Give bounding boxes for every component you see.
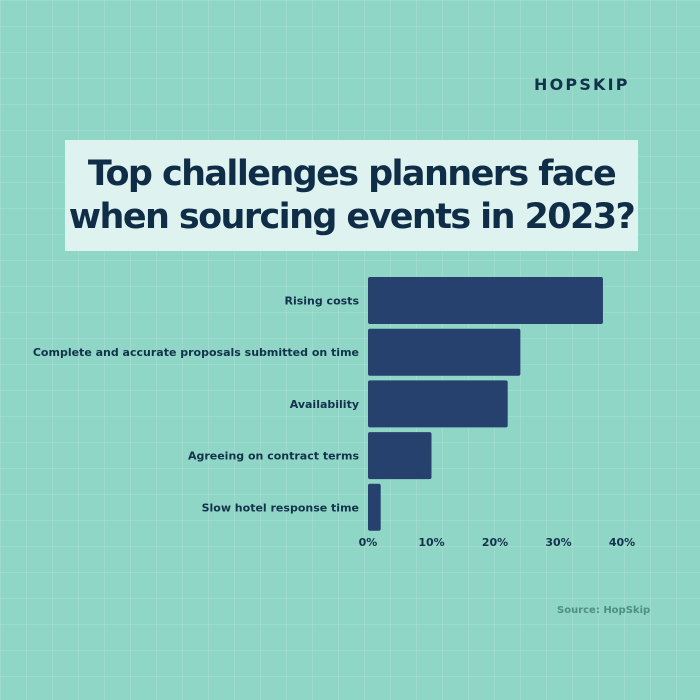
bars-layer [368, 277, 603, 531]
bar [368, 432, 432, 480]
x-tick-label: 0% [359, 536, 378, 549]
bar [368, 277, 603, 324]
bar [368, 380, 508, 428]
category-label: Agreeing on contract terms [188, 450, 359, 463]
category-label: Rising costs [284, 295, 359, 308]
category-label: Availability [290, 398, 359, 411]
bar [368, 483, 381, 531]
chart-title: Top challenges planners face when sourci… [68, 153, 636, 237]
brand-logo: HOPSKIP [534, 75, 630, 94]
bar [368, 328, 521, 376]
x-tick-label: 40% [609, 536, 635, 549]
x-axis-ticks: 0% 10% 20% 30% 40% [359, 536, 636, 549]
category-label: Slow hotel response time [202, 501, 359, 514]
title-box: Top challenges planners face when sourci… [65, 140, 638, 251]
category-labels: Rising costs Complete and accurate propos… [33, 295, 360, 515]
x-tick-label: 30% [545, 536, 571, 549]
category-label: Complete and accurate proposals submitte… [33, 346, 359, 359]
source-note: Source: HopSkip [557, 605, 651, 616]
x-tick-label: 10% [418, 536, 444, 549]
x-tick-label: 20% [482, 536, 508, 549]
